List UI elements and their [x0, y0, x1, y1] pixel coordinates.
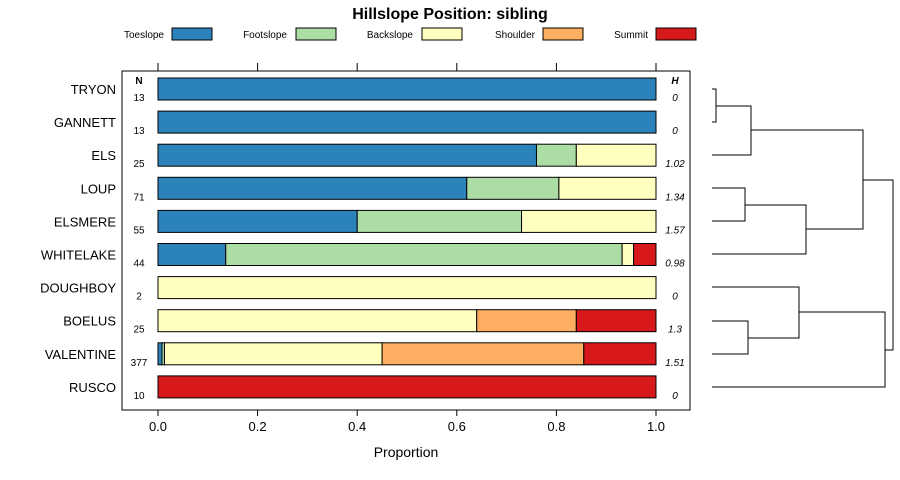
bar-segment-backslope: [157, 276, 657, 300]
n-value: 2: [136, 292, 142, 303]
h-value: 0: [672, 126, 678, 137]
dendrogram-branch: [863, 179, 894, 351]
bar-segment-footslope: [535, 143, 577, 167]
h-value: 1.57: [665, 225, 685, 236]
dendrogram-branch: [712, 187, 746, 222]
bar-row-doughboy: DOUGHBOY 2 0: [40, 276, 678, 303]
row-label-tryon: TRYON: [71, 82, 116, 97]
n-value: 10: [133, 391, 145, 402]
bar-segment-toeslope: [157, 110, 657, 134]
bar-row-whitelake: WHITELAKE 44 0.98: [41, 243, 685, 270]
h-header: H: [671, 76, 679, 87]
bar-segment-toeslope: [157, 77, 657, 101]
n-value: 44: [133, 259, 145, 270]
legend-swatch-backslope: [421, 27, 463, 41]
bar-segment-toeslope: [157, 342, 163, 366]
row-label-gannett: GANNETT: [54, 115, 116, 130]
bar-row-els: ELS 25 1.02: [91, 143, 685, 170]
bar-segment-backslope: [558, 176, 657, 200]
bar-segment-backslope: [163, 342, 383, 366]
h-value: 0: [672, 93, 678, 104]
row-label-rusco: RUSCO: [69, 380, 116, 395]
legend-swatch-toeslope: [171, 27, 213, 41]
n-value: 13: [133, 126, 145, 137]
legend-label-summit: Summit: [614, 30, 648, 41]
row-label-doughboy: DOUGHBOY: [40, 281, 116, 296]
dendrogram-branch: [712, 204, 807, 255]
bar-segment-summit: [575, 309, 657, 333]
bar-row-tryon: TRYON 13 0: [71, 77, 678, 104]
legend-swatch-shoulder: [542, 27, 584, 41]
h-value: 1.34: [665, 192, 685, 203]
n-value: 13: [133, 93, 145, 104]
n-value: 25: [133, 325, 145, 336]
dendrogram-branch: [712, 286, 800, 339]
h-value: 0.98: [665, 259, 685, 270]
row-label-els: ELS: [91, 148, 116, 163]
x-tick-label: 0.8: [547, 419, 565, 434]
bar-segment-footslope: [225, 243, 623, 266]
row-label-elsmere: ELSMERE: [54, 214, 116, 229]
bar-segment-toeslope: [157, 209, 358, 233]
row-label-valentine: VALENTINE: [45, 347, 117, 362]
dendrogram: [712, 88, 894, 388]
x-axis: 0.0 0.2 0.4 0.6 0.8 1.0: [149, 410, 665, 434]
legend: Toeslope Footslope Backslope Shoulder Summit: [124, 27, 697, 41]
h-value: 0: [672, 391, 678, 402]
top-axis-ticks: [157, 63, 657, 71]
dendrogram-branch: [712, 105, 752, 156]
bar-segment-summit: [633, 243, 657, 266]
h-value: 1.51: [665, 358, 684, 369]
bar-segment-shoulder: [381, 342, 585, 366]
legend-label-footslope: Footslope: [243, 30, 287, 41]
row-label-boelus: BOELUS: [63, 314, 116, 329]
bar-segment-backslope: [521, 209, 657, 233]
x-tick-label: 0.4: [348, 419, 366, 434]
n-value: 25: [133, 159, 145, 170]
n-header: N: [135, 76, 142, 87]
bar-segment-footslope: [466, 176, 560, 200]
dendrogram-branch: [712, 320, 749, 355]
legend-label-shoulder: Shoulder: [495, 30, 536, 41]
n-value: 71: [133, 192, 145, 203]
bar-row-loup: LOUP 71 1.34: [81, 176, 685, 203]
bar-row-gannett: GANNETT 13 0: [54, 110, 678, 137]
chart-title: Hillslope Position: sibling: [352, 6, 548, 23]
bar-rows: TRYON 13 0 GANNETT 13 0 ELS 25 1.02 LOUP 71 1.34 ELS…: [40, 77, 685, 402]
bar-row-rusco: RUSCO 10 0: [69, 375, 678, 402]
bar-row-boelus: BOELUS 25 1.3: [63, 309, 682, 336]
bar-row-valentine: VALENTINE 377 1.51: [45, 342, 685, 369]
h-value: 1.02: [665, 159, 685, 170]
bar-segment-shoulder: [476, 309, 577, 333]
legend-swatch-summit: [655, 27, 697, 41]
n-value: 55: [133, 225, 145, 236]
h-value: 0: [672, 292, 678, 303]
bar-segment-backslope: [157, 309, 478, 333]
x-tick-label: 0.0: [149, 419, 167, 434]
plot-frame: [121, 70, 691, 411]
h-value: 1.3: [668, 325, 682, 336]
legend-swatch-footslope: [295, 27, 337, 41]
x-axis-label: Proportion: [374, 444, 439, 460]
bar-segment-footslope: [356, 209, 523, 233]
bar-segment-backslope: [621, 243, 635, 266]
bar-segment-backslope: [575, 143, 657, 167]
bar-segment-toeslope: [157, 143, 537, 167]
bar-segment-toeslope: [157, 243, 227, 266]
bar-segment-summit: [583, 342, 657, 366]
n-value: 377: [131, 358, 148, 369]
dendrogram-branch: [712, 88, 717, 123]
bar-segment-toeslope: [157, 176, 468, 200]
x-tick-label: 0.6: [448, 419, 466, 434]
bar-segment-summit: [157, 375, 657, 399]
x-tick-label: 1.0: [647, 419, 665, 434]
row-label-whitelake: WHITELAKE: [41, 248, 116, 263]
row-label-loup: LOUP: [81, 181, 116, 196]
legend-label-toeslope: Toeslope: [124, 30, 164, 41]
legend-label-backslope: Backslope: [367, 30, 414, 41]
x-tick-label: 0.2: [249, 419, 267, 434]
dendrogram-branch: [751, 129, 864, 230]
bar-row-elsmere: ELSMERE 55 1.57: [54, 209, 685, 236]
